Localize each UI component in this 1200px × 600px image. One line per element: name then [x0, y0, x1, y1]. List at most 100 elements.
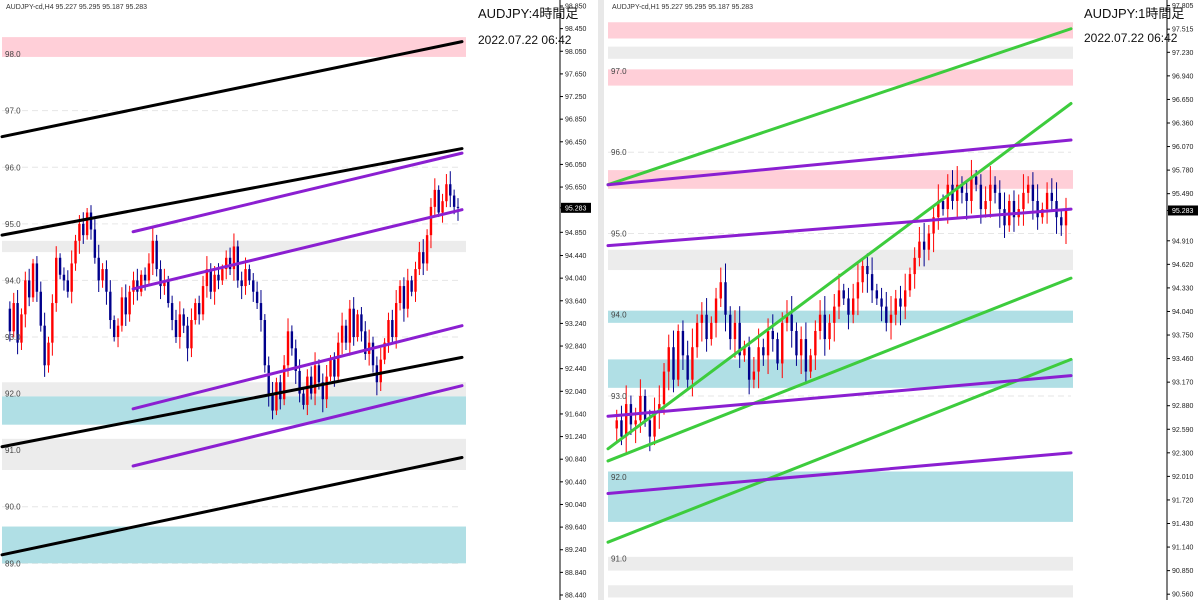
bear-candle [880, 298, 883, 307]
level-label: 92.0 [5, 390, 21, 399]
purple-trendline[interactable] [606, 138, 1073, 187]
gray-zone [608, 585, 1073, 598]
purple-trendline[interactable] [131, 208, 464, 291]
bull-candle [201, 286, 205, 315]
current-price-label: 95.283 [1172, 208, 1194, 215]
bear-candle [705, 314, 708, 340]
price-tick-label: 89.640 [565, 525, 587, 532]
green-trendline[interactable] [606, 357, 1073, 544]
bull-candle [55, 257, 58, 304]
bull-candle [814, 330, 817, 356]
price-tick-label: 93.460 [1172, 356, 1194, 363]
price-tick-label: 96.360 [1172, 120, 1194, 127]
bear-candle [43, 325, 46, 366]
price-tick-label: 92.010 [1172, 474, 1194, 481]
bull-candle [956, 184, 959, 201]
price-tick-label: 95.780 [1172, 168, 1194, 175]
price-tick-label: 94.910 [1172, 238, 1194, 245]
bear-candle [290, 331, 294, 349]
price-tick-label: 95.490 [1172, 191, 1194, 198]
bear-candle [255, 291, 259, 304]
bear-candle [271, 393, 274, 411]
price-tick-label: 88.840 [565, 570, 587, 577]
bear-candle [941, 200, 945, 210]
level-label: 89.0 [5, 559, 21, 568]
bull-candle [356, 314, 359, 337]
bear-candle [979, 184, 983, 210]
purple-trendline[interactable] [131, 151, 464, 234]
bull-candle [178, 314, 182, 337]
bear-candle [267, 365, 270, 394]
green-trendline[interactable] [606, 101, 1073, 451]
black-trendline[interactable] [0, 456, 464, 557]
current-price-box [1168, 205, 1198, 216]
level-label: 91.0 [5, 446, 21, 455]
bull-candle [714, 298, 718, 323]
level-label: 93.0 [611, 392, 627, 401]
bull-candle [743, 347, 746, 356]
bear-candle [1060, 217, 1063, 226]
bull-candle [851, 298, 855, 315]
black-trendline[interactable] [0, 40, 464, 139]
bull-candle [1026, 184, 1030, 193]
current-price-label: 95.283 [565, 205, 587, 212]
price-tick-label: 93.750 [1172, 333, 1194, 340]
price-tick-label: 96.650 [1172, 97, 1194, 104]
bear-candle [167, 280, 170, 304]
bull-candle [286, 331, 290, 366]
purple-trendline[interactable] [606, 451, 1073, 495]
gray-zone [2, 382, 466, 397]
bear-candle [965, 192, 968, 201]
h1-chart-panel: 97.0 96.0 95.0 94.0 93.0 92.0 91.0 97.805 97.51… [604, 0, 1200, 600]
price-tick-label: 91.640 [565, 411, 587, 418]
green-trendline[interactable] [606, 276, 1073, 463]
bear-candle [352, 308, 355, 337]
price-tick-label: 88.440 [565, 593, 587, 600]
bull-candle [383, 342, 386, 360]
support-zone [608, 471, 1073, 522]
bear-candle [170, 303, 174, 321]
bear-candle [8, 308, 12, 332]
bull-candle [833, 306, 836, 323]
bear-candle [97, 257, 100, 281]
price-tick-label: 90.840 [565, 457, 587, 464]
bull-candle [989, 184, 992, 201]
bull-candle [445, 184, 448, 202]
black-trendline[interactable] [0, 147, 464, 237]
bull-candle [908, 274, 912, 291]
h1-price-axis: 97.805 97.515 97.230 96.940 96.650 96.360 96.0… [1166, 0, 1198, 600]
bear-candle [294, 348, 297, 371]
bull-candle [101, 269, 104, 281]
bull-candle [221, 269, 224, 281]
bear-candle [197, 303, 201, 315]
bear-candle [1050, 192, 1054, 201]
purple-trendline[interactable] [606, 374, 1073, 418]
bull-candle [927, 233, 931, 250]
bear-candle [317, 365, 321, 383]
green-trendline[interactable] [606, 27, 1073, 187]
price-tick-label: 90.850 [1172, 568, 1194, 575]
price-tick-label: 97.650 [565, 71, 587, 78]
bear-candle [922, 241, 926, 250]
purple-trendline[interactable] [131, 384, 464, 468]
purple-trendline[interactable] [606, 207, 1073, 248]
price-tick-label: 92.840 [565, 344, 587, 351]
bull-candle [809, 355, 812, 372]
black-trendline[interactable] [0, 355, 464, 449]
bull-candle [615, 420, 618, 429]
price-tick-label: 93.640 [565, 298, 587, 305]
panel-divider[interactable] [598, 0, 604, 600]
bear-candle [960, 184, 964, 193]
bear-candle [93, 229, 97, 258]
price-tick-label: 92.880 [1172, 403, 1194, 410]
gray-zone [2, 438, 466, 470]
bull-candle [116, 325, 120, 337]
bear-candle [1003, 209, 1006, 226]
bull-candle [1045, 192, 1049, 210]
level-label: 93.0 [5, 333, 21, 342]
price-tick-label: 96.070 [1172, 144, 1194, 151]
bull-candle [190, 320, 193, 349]
purple-trendline[interactable] [131, 324, 464, 411]
price-tick-label: 98.450 [565, 26, 587, 33]
bull-candle [937, 200, 940, 218]
